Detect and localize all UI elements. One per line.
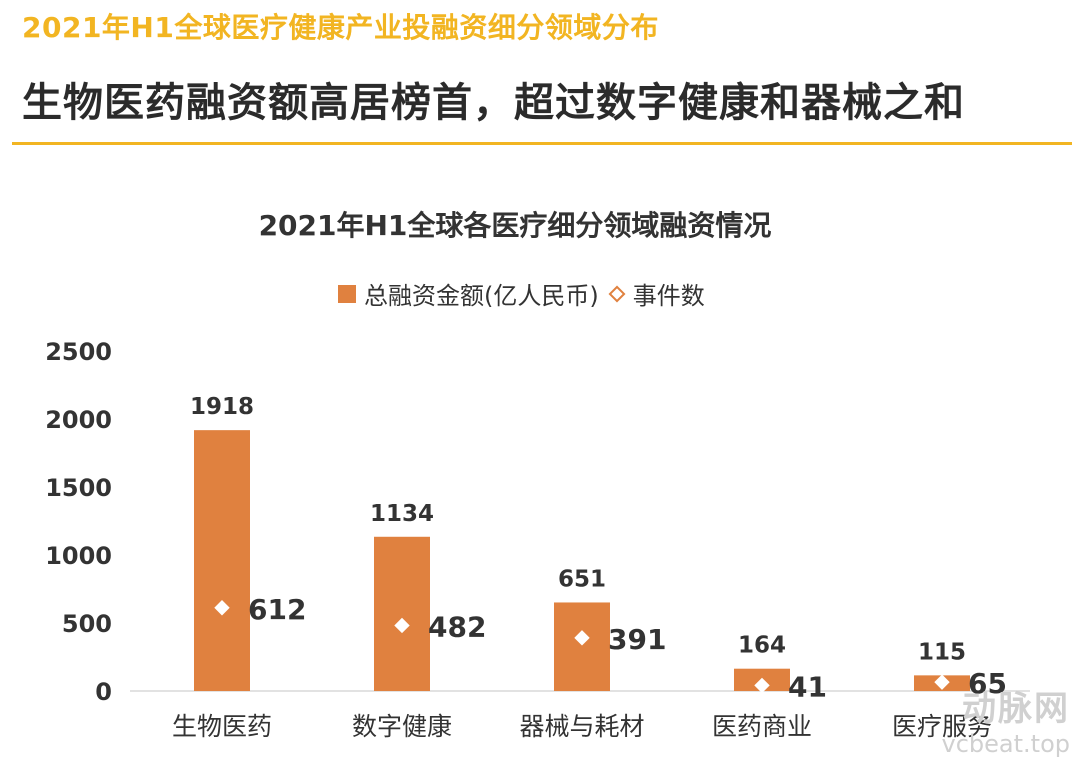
event-count-marker xyxy=(934,674,950,690)
event-count-marker xyxy=(754,677,770,694)
bar xyxy=(194,430,250,691)
event-count-label: 482 xyxy=(428,610,486,643)
report-subtitle: 2021年H1全球医疗健康产业投融资细分领域分布 xyxy=(22,11,659,44)
x-category-label: 器械与耗材 xyxy=(519,712,644,741)
report-headline: 生物医药融资额高居榜首，超过数字健康和器械之和 xyxy=(22,80,965,126)
bar-value-label: 164 xyxy=(738,633,786,659)
x-category-label: 生物医药 xyxy=(172,712,272,741)
chart-title: 2021年H1全球各医疗细分领域融资情况 xyxy=(258,209,772,242)
event-count-marker xyxy=(394,617,410,634)
bar-value-label: 1134 xyxy=(370,501,434,527)
legend-bar-label: 总融资金额(亿人民币) xyxy=(364,282,599,310)
legend-bar-swatch xyxy=(338,284,356,303)
event-count-marker xyxy=(574,630,590,646)
y-tick-label: 1500 xyxy=(45,474,112,502)
bar-value-label: 651 xyxy=(558,566,606,592)
event-count-label: 41 xyxy=(788,670,827,703)
bar-value-label: 115 xyxy=(918,639,966,665)
bar xyxy=(374,536,430,691)
bar-value-label: 1918 xyxy=(190,394,254,420)
y-tick-label: 1000 xyxy=(45,542,112,570)
header-divider xyxy=(12,142,1072,145)
y-tick-label: 2500 xyxy=(45,338,112,366)
y-tick-label: 2000 xyxy=(45,406,112,434)
legend-scatter-label: 事件数 xyxy=(632,282,705,310)
x-category-label: 医疗服务 xyxy=(892,712,992,741)
watermark-brand: 动脉网 xyxy=(962,689,1070,729)
watermark-site: vcbeat.top xyxy=(941,730,1070,758)
event-count-label: 612 xyxy=(248,593,306,626)
x-category-label: 医药商业 xyxy=(712,712,812,741)
bar xyxy=(554,602,610,691)
x-category-label: 数字健康 xyxy=(352,712,452,741)
y-tick-label: 0 xyxy=(95,678,112,706)
chart-legend: 总融资金额(亿人民币) 事件数 xyxy=(338,276,705,311)
watermark: 动脉网 vcbeat.top xyxy=(942,681,1070,758)
event-count-marker xyxy=(214,600,230,616)
event-count-label: 65 xyxy=(968,667,1007,700)
y-tick-label: 500 xyxy=(62,610,112,638)
event-count-label: 391 xyxy=(608,623,666,656)
